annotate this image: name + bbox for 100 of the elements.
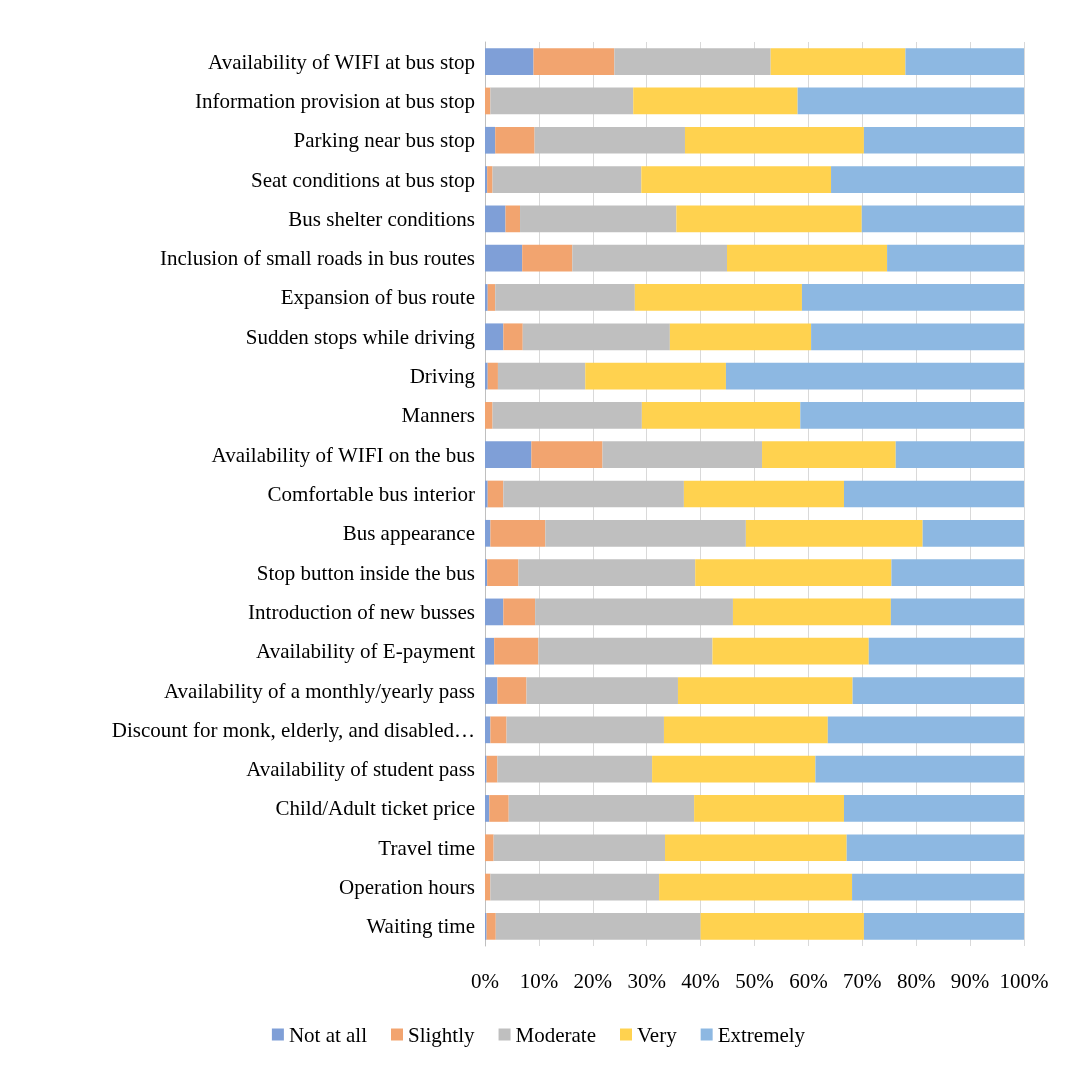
bar <box>495 126 535 154</box>
bar <box>531 441 603 469</box>
bar <box>485 441 532 469</box>
y-tick-label: Availability of WIFI on the bus <box>211 442 475 467</box>
bar <box>676 205 862 233</box>
bar <box>891 559 1024 586</box>
bar <box>534 126 685 154</box>
bar <box>572 244 728 272</box>
x-tick-label: 70% <box>843 968 882 993</box>
bar <box>490 873 660 901</box>
bar <box>487 559 519 586</box>
bar <box>585 362 726 390</box>
bar <box>492 402 642 429</box>
y-tick-label: Driving <box>409 364 476 389</box>
bar <box>827 716 1024 744</box>
bar <box>846 834 1024 862</box>
y-tick-label: Availability of WIFI at bus stop <box>208 49 475 74</box>
bar <box>497 677 527 704</box>
bar <box>487 166 493 193</box>
bar <box>641 402 801 429</box>
y-tick-label: Travel time <box>378 835 475 860</box>
bar <box>485 205 506 233</box>
bar <box>485 480 488 508</box>
bar <box>520 205 677 233</box>
bar <box>487 480 504 508</box>
y-tick-label: Comfortable bus interior <box>267 482 475 506</box>
bar <box>725 362 1024 390</box>
y-tick-label: Information provision at bus stop <box>195 88 475 113</box>
y-tick-label: Manners <box>401 403 475 428</box>
bar <box>811 323 1024 351</box>
y-tick-label: Discount for monk, elderly, and disabled… <box>111 717 475 742</box>
bar <box>493 834 666 862</box>
legend-label: Moderate <box>515 1022 597 1047</box>
bar <box>538 637 713 665</box>
bar <box>633 87 798 115</box>
bar <box>486 912 496 940</box>
bar <box>745 519 923 547</box>
bar <box>489 795 509 822</box>
bar <box>677 677 853 704</box>
bar <box>863 912 1024 940</box>
bar <box>533 48 615 76</box>
bar <box>535 598 733 626</box>
y-tick-label: Availability of student pass <box>246 757 475 782</box>
bar <box>486 755 498 783</box>
bar <box>727 244 888 272</box>
bar <box>895 441 1024 469</box>
bar <box>503 323 523 351</box>
bar <box>797 87 1024 115</box>
bar <box>659 873 853 901</box>
x-tick-label: 80% <box>896 968 936 993</box>
y-tick-label: Availability of a monthly/yearly pass <box>163 678 475 703</box>
bar <box>485 48 534 76</box>
bar <box>495 912 701 940</box>
bar <box>485 323 504 351</box>
x-tick-label: 30% <box>627 968 666 993</box>
bar <box>487 284 496 311</box>
bar <box>485 362 488 390</box>
y-tick-label: Waiting time <box>366 914 475 939</box>
bar <box>485 284 488 311</box>
bar <box>490 716 507 744</box>
bar <box>684 126 864 154</box>
bar <box>732 598 891 626</box>
legend-label: Not at all <box>288 1022 368 1047</box>
bar <box>770 48 906 76</box>
bar <box>492 166 642 193</box>
y-tick-label: Sudden stops while driving <box>245 324 476 349</box>
bar <box>490 519 546 547</box>
x-tick-label: 50% <box>735 968 774 993</box>
bar <box>831 166 1024 193</box>
bar <box>800 402 1024 429</box>
x-tick-label: 100% <box>999 968 1049 993</box>
bar <box>485 126 496 154</box>
bar <box>485 677 498 704</box>
bar <box>526 677 678 704</box>
x-tick-label: 0% <box>471 968 499 993</box>
bar <box>852 873 1024 901</box>
bar <box>863 126 1024 154</box>
bar <box>712 637 869 665</box>
y-tick-label: Introduction of new busses <box>248 599 475 624</box>
x-tick-label: 20% <box>573 968 613 993</box>
bar <box>695 559 892 586</box>
bar <box>485 873 491 901</box>
y-tick-label: Stop button inside the bus <box>256 560 475 585</box>
legend-label: Slightly <box>408 1022 476 1047</box>
bar <box>762 441 896 469</box>
bar <box>485 716 491 744</box>
x-tick-label: 60% <box>789 968 828 993</box>
bar <box>843 480 1024 508</box>
bar <box>634 284 802 311</box>
bar <box>508 795 695 822</box>
bar <box>522 323 670 351</box>
bar <box>700 912 864 940</box>
bar <box>495 284 635 311</box>
bar <box>485 244 523 272</box>
bar <box>485 519 491 547</box>
bar <box>801 284 1024 311</box>
bar <box>694 795 844 822</box>
bar <box>641 166 832 193</box>
bar <box>497 362 586 390</box>
y-tick-label: Availability of E-payment <box>256 639 476 664</box>
